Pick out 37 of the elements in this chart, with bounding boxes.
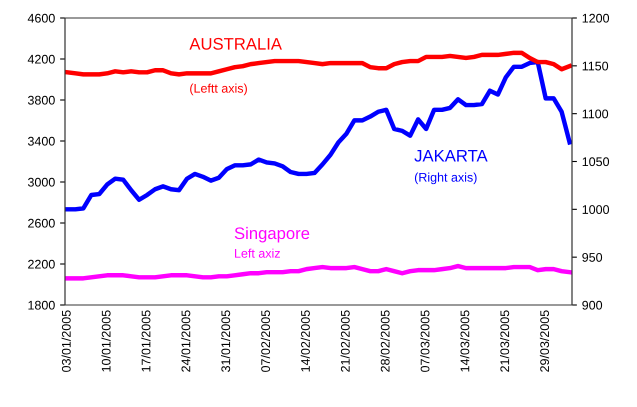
- y-tick-label: 4200: [28, 54, 55, 64]
- y2-tick-label: 1150: [582, 62, 608, 70]
- x-tick-label: 31/01/2005: [221, 310, 230, 372]
- y2-tick-label: 1000: [582, 205, 610, 214]
- annotation: (Right axis): [414, 172, 477, 184]
- annotation: (Leftt axis): [190, 84, 247, 96]
- y-tick-label: 3400: [28, 136, 55, 146]
- series-label: JAKARTA: [414, 150, 488, 162]
- x-tick-label: 14/03/2005: [460, 310, 470, 372]
- series-label: AUSTRALIA: [189, 38, 282, 50]
- x-tick-label: 17/01/2005: [141, 310, 150, 372]
- y-tick-label: 2200: [28, 260, 55, 269]
- line-series: [65, 264, 572, 281]
- line-series: [65, 50, 572, 77]
- line-series: [65, 60, 572, 212]
- y-tick-label: 1800: [28, 300, 55, 310]
- x-tick-label: 24/01/2005: [181, 310, 190, 372]
- x-tick-label: 29/03/2005: [540, 310, 550, 372]
- series-label: Singapore: [234, 226, 310, 242]
- y2-tick-label: 1050: [582, 157, 610, 166]
- y-tick-label: 3000: [28, 178, 55, 187]
- x-tick-label: 03/01/2005: [62, 310, 71, 372]
- x-tick-label: 21/03/2005: [500, 310, 510, 372]
- x-tick-label: 21/02/2005: [340, 310, 350, 372]
- x-tick-label: 14/02/2005: [300, 310, 310, 372]
- y-tick-label: 2600: [28, 218, 55, 228]
- x-tick-label: 28/02/2005: [380, 310, 390, 372]
- y2-tick-label: 950: [582, 252, 602, 262]
- x-tick-label: 07/02/2005: [260, 310, 270, 372]
- y2-tick-label: 900: [582, 300, 602, 310]
- y-tick-label: 3800: [28, 96, 55, 105]
- x-tick-label: 10/01/2005: [101, 310, 111, 372]
- y2-tick-label: 1200: [582, 14, 610, 23]
- y-tick-label: 4600: [28, 14, 55, 23]
- y2-tick-label: 1100: [582, 109, 608, 118]
- x-tick-label: 07/03/2005: [420, 310, 430, 372]
- annotation: Left axiz: [235, 248, 280, 258]
